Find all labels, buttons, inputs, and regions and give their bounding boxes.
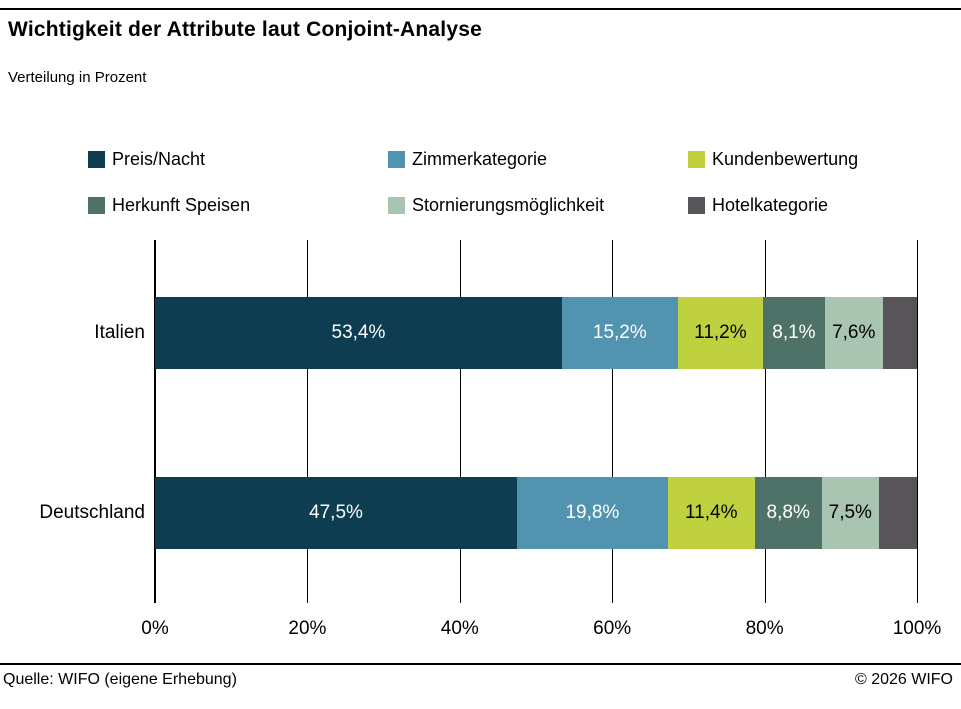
legend-item-stornierungsm-glichkeit: Stornierungsmöglichkeit [388,195,688,216]
legend-label: Zimmerkategorie [412,149,548,169]
segment-stornierungsm-glichkeit: 7,5% [821,477,879,549]
segment-herkunft-speisen: 8,8% [754,477,822,549]
legend-label: Preis/Nacht [112,149,206,169]
legend-swatch-icon [88,151,105,168]
category-label-deutschland: Deutschland [39,502,145,523]
page-title: Wichtigkeit der Attribute laut Conjoint-… [8,18,482,41]
gridline-80pct [764,240,766,603]
y-axis-line [154,240,156,603]
legend-swatch-icon [88,197,105,214]
legend-item-zimmerkategorie: Zimmerkategorie [388,149,688,170]
segment-zimmerkategorie: 15,2% [561,297,678,369]
x-tick-100pct: 100% [892,618,942,639]
legend-item-herkunft-speisen: Herkunft Speisen [88,195,388,216]
segment-zimmerkategorie: 19,8% [516,477,668,549]
legend-item-kundenbewertung: Kundenbewertung [688,149,888,170]
gridline-20pct [307,240,309,603]
x-tick-80pct: 80% [745,618,784,639]
footer-divider [0,663,961,665]
gridline-100pct [917,240,918,603]
gridline-40pct [459,240,461,603]
legend-label: Kundenbewertung [712,149,859,169]
legend-swatch-icon [688,151,705,168]
x-tick-20pct: 20% [288,618,327,639]
top-divider [0,8,961,10]
chart-subtitle: Verteilung in Prozent [8,69,147,86]
chart-legend: Preis/Nacht Zimmerkategorie Kundenbewertun… [88,149,888,216]
segment-stornierungsm-glichkeit: 7,6% [824,297,883,369]
copyright-note: © 2026 WIFO [854,671,953,688]
x-tick-40pct: 40% [440,618,479,639]
segment-preis-nacht: 53,4% [155,297,562,369]
segment-preis-nacht: 47,5% [155,477,517,549]
segment-hotelkategorie [882,297,917,369]
stacked-bar-italien: 53,4% 15,2% 11,2% 8,1% 7,6% [155,297,917,369]
segment-hotelkategorie [878,477,917,549]
x-tick-60pct: 60% [593,618,632,639]
segment-kundenbewertung: 11,2% [677,297,764,369]
legend-label: Hotelkategorie [712,195,829,215]
gridline-60pct [612,240,614,603]
stacked-bar-deutschland: 47,5% 19,8% 11,4% 8,8% 7,5% [155,477,917,549]
segment-kundenbewertung: 11,4% [667,477,755,549]
plot-area: 53,4% 15,2% 11,2% 8,1% 7,6% 47,5% 19,8% 11,4% 8,… [154,240,918,603]
legend-label: Stornierungsmöglichkeit [412,195,605,215]
x-tick-0pct: 0% [141,618,169,639]
legend-item-preis-nacht: Preis/Nacht [88,149,388,170]
segment-herkunft-speisen: 8,1% [763,297,825,369]
legend-item-hotelkategorie: Hotelkategorie [688,195,888,216]
category-label-italien: Italien [94,322,145,343]
legend-swatch-icon [688,197,705,214]
legend-swatch-icon [388,151,405,168]
legend-swatch-icon [388,197,405,214]
source-note: Quelle: WIFO (eigene Erhebung) [3,671,237,688]
legend-label: Herkunft Speisen [112,195,251,215]
